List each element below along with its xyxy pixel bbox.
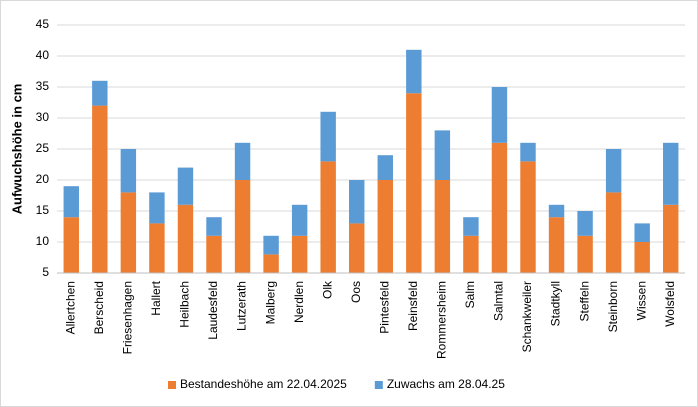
x-tick-label: Steinborn [606,281,620,332]
bar-segment [177,204,194,273]
x-tick-label: Nerdlen [292,281,306,323]
x-tick-label: Steffeln [577,281,591,321]
bar-segment [605,192,622,273]
bar-segment [434,180,451,273]
bar-segment [63,186,79,218]
y-tick-label: 5 [42,265,49,279]
bar-segment [577,211,593,236]
bar-segment [463,235,479,273]
bar-segment [92,105,108,273]
x-tick-label: Reinsfeld [406,281,420,331]
bar-segment [206,217,222,236]
x-tick-label: Stadtkyll [549,281,563,326]
bar-segment [263,254,279,273]
bar-segment [406,49,422,94]
bar-segment [349,223,365,273]
bar-segment [663,142,679,205]
x-tick-label: Olk [320,280,334,299]
legend-swatch [168,381,176,389]
bar-segment [291,235,308,273]
bar-segment [92,80,108,106]
bar-segment [234,142,251,180]
y-tick-label: 45 [36,17,50,31]
bar-segment [463,217,479,236]
y-axis-title: Aufwuchshöhe in cm [9,84,24,215]
bar-segment [320,161,336,273]
bar-segment [491,142,508,273]
x-tick-label: Malberg [263,281,277,324]
x-tick-label: Wissen [634,281,648,320]
y-tick-label: 40 [36,48,50,62]
bar-segment [548,217,565,273]
bar-segment [434,130,451,180]
legend-swatch [374,381,383,389]
x-tick-label: Salmtal [492,281,506,321]
x-tick-label: Oos [349,281,363,303]
bar-segment [63,217,79,273]
x-tick-label: Pintesfeld [377,281,391,334]
bar-segment [320,111,336,162]
x-tick-label: Laudesfeld [206,281,220,340]
bar-segment [605,149,622,193]
bar-segment [149,192,165,224]
bar-segment [634,223,650,242]
y-tick-label: 20 [36,172,50,186]
bar-segment [177,167,194,205]
bar-segment [263,235,279,255]
y-tick-label: 25 [36,141,50,155]
x-tick-label: Schankweiler [520,281,534,352]
bar-segment [377,180,393,273]
y-tick-label: 15 [36,203,50,217]
y-tick-label: 30 [36,110,50,124]
x-tick-label: Berscheid [92,281,106,334]
x-tick-label: Allertchen [63,281,77,334]
x-tick-label: Heilbach [178,281,192,328]
y-tick-label: 35 [36,79,50,93]
bar-segment [234,180,251,273]
bar-segment [120,149,137,193]
bar-segment [377,155,393,180]
bar-segment [206,235,222,273]
x-tick-label: Hallert [149,280,163,315]
x-tick-label: Rommersheim [435,281,449,359]
bar-segment [634,242,650,273]
x-tick-label: Salm [463,281,477,308]
bar-segment [548,204,565,218]
bar-segment [577,235,593,273]
bar-segment [406,93,422,273]
bar-segment [149,223,165,273]
bar-segment [349,180,365,224]
bar-segment [663,204,679,273]
x-tick-label: Friesenhagen [121,281,135,354]
legend-label: Bestandeshöhe am 22.04.2025 [180,377,347,391]
bar-segment [520,161,536,273]
legend-label: Zuwachs am 28.04.25 [387,377,505,391]
y-tick-label: 10 [36,234,50,248]
bar-segment [291,204,308,236]
x-tick-label: Wolsfeld [663,281,677,327]
bar-segment [491,87,508,143]
bar-segment [520,142,536,162]
x-tick-label: Lutzerath [235,281,249,331]
bar-segment [120,192,137,273]
